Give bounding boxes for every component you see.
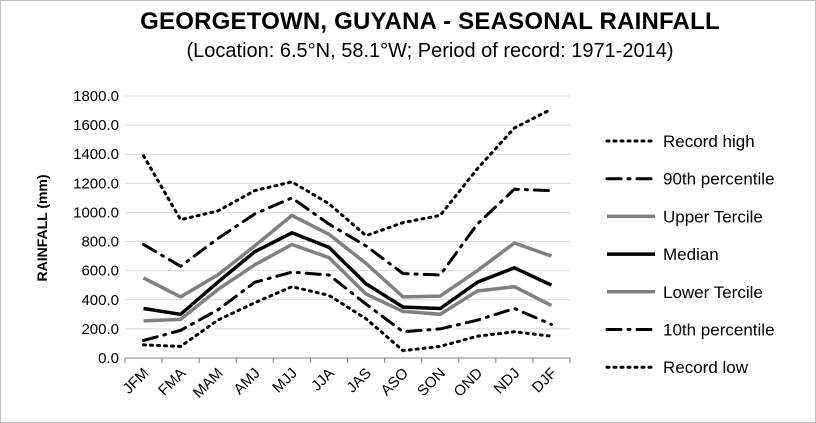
series-line-lower-tercile	[143, 242, 553, 323]
x-tick-label: JAS	[343, 365, 374, 396]
y-tick-label: 800.0	[81, 234, 119, 251]
legend-label-lower-tercile: Lower Tercile	[663, 283, 763, 302]
y-tick-label: 200.0	[81, 321, 119, 338]
series-line-upper-tercile	[142, 213, 553, 299]
legend-label-record-high: Record high	[663, 132, 755, 151]
series-line-record-low	[142, 285, 553, 353]
x-tick-label: JFM	[120, 365, 153, 398]
y-axis-ticks: 0.0 200.0 400.0 600.0 800.0 1000.0 1200.0 1400.…	[73, 88, 119, 367]
x-tick-label: DJF	[529, 365, 560, 396]
x-tick-label: MJJ	[269, 365, 300, 396]
x-tick-label: AMJ	[230, 365, 263, 398]
y-axis-label: RAINFALL (mm)	[34, 174, 50, 281]
x-tick-label: ASO	[378, 365, 412, 399]
y-tick-label: 400.0	[81, 292, 119, 309]
y-tick-label: 1800.0	[73, 88, 119, 105]
legend-label-record-low: Record low	[663, 358, 749, 377]
series-line-90th-percentile	[142, 187, 553, 277]
x-axis-ticks: JFM FMA MAM AMJ MJJ JJA JAS ASO SON OND NDJ DJF	[120, 358, 571, 402]
y-tick-label: 1400.0	[73, 146, 119, 163]
y-tick-label: 1600.0	[73, 117, 119, 134]
series-line-median	[143, 231, 553, 317]
legend: Record high 90th percentile Upper Tercile M…	[605, 132, 775, 377]
x-tick-label: JJA	[308, 365, 338, 395]
y-tick-label: 1000.0	[73, 204, 119, 221]
y-tick-label: 600.0	[81, 263, 119, 280]
chart-title: GEORGETOWN, GUYANA - SEASONAL RAINFALL	[140, 8, 720, 35]
y-tick-label: 1200.0	[73, 175, 119, 192]
grid-lines	[125, 95, 570, 359]
legend-label-10th-percentile: 10th percentile	[663, 321, 775, 340]
chart-subtitle: (Location: 6.5°N, 58.1°W; Period of reco…	[186, 40, 674, 62]
series-lines	[142, 107, 553, 353]
legend-label-90th-percentile: 90th percentile	[663, 170, 775, 189]
x-tick-label: OND	[451, 365, 487, 401]
series-line-record-high	[142, 107, 553, 238]
x-tick-label: FMA	[155, 365, 189, 399]
x-tick-label: NDJ	[491, 365, 524, 398]
series-line-10th-percentile	[142, 270, 553, 342]
y-tick-label: 0.0	[98, 350, 119, 367]
x-tick-label: SON	[414, 365, 449, 400]
legend-label-upper-tercile: Upper Tercile	[663, 207, 763, 226]
legend-label-median: Median	[663, 245, 719, 264]
x-tick-label: MAM	[190, 365, 227, 402]
